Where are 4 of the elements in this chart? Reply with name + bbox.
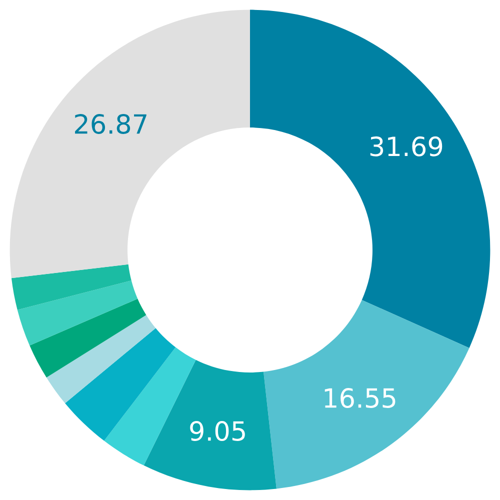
data-label: 26.87: [75, 114, 146, 134]
data-label: 16.55: [324, 388, 396, 408]
data-label: 31.69: [370, 136, 442, 156]
data-label: 9.05: [190, 421, 245, 442]
